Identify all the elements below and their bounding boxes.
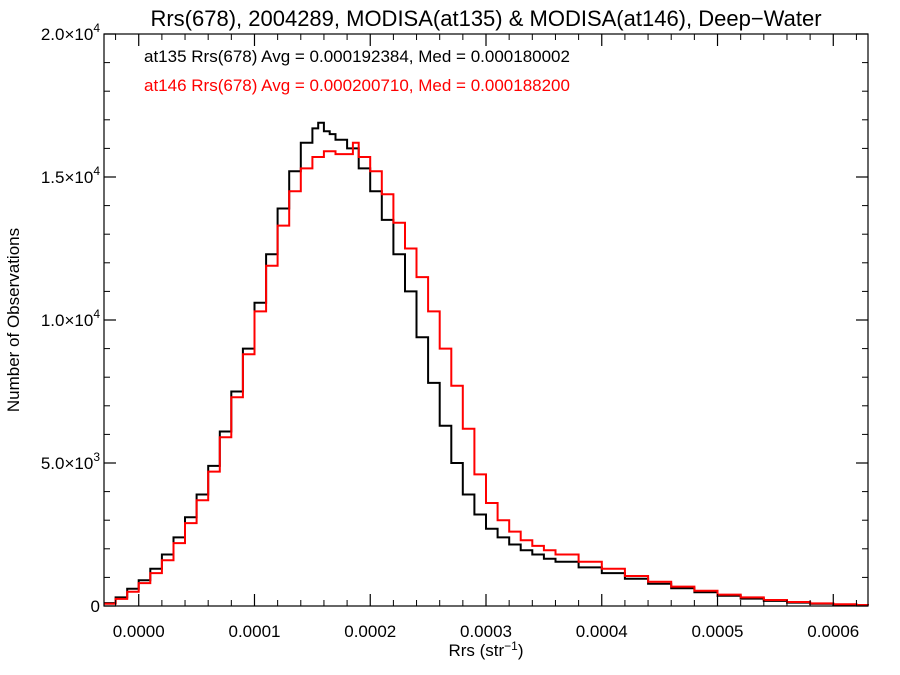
x-tick-label-4: 0.0004 (576, 622, 628, 641)
annotation-0: at135 Rrs(678) Avg = 0.000192384, Med = … (144, 47, 570, 66)
x-tick-label-0: 0.0000 (113, 622, 165, 641)
y-tick-label-1: 5.0×103 (41, 450, 100, 473)
y-tick-label-4: 2.0×104 (41, 21, 100, 44)
x-tick-label-6: 0.0006 (807, 622, 859, 641)
series-line-1 (104, 141, 869, 606)
x-axis-label-sup: −1 (504, 639, 518, 653)
x-tick-label-1: 0.0001 (228, 622, 280, 641)
series-line-0 (104, 121, 869, 607)
y-tick-label-0: 0 (91, 597, 100, 616)
x-axis-label-close: ) (518, 641, 524, 660)
x-ticks: 0.0000 0.0001 0.0002 0.0003 0.0004 0.0005 0.00… (113, 34, 859, 641)
x-tick-label-3: 0.0003 (460, 622, 512, 641)
annotation-group: at135 Rrs(678) Avg = 0.000192384, Med = … (144, 47, 570, 95)
chart-title: Rrs(678), 2004289, MODISA(at135) & MODIS… (150, 6, 821, 31)
x-tick-label-2: 0.0002 (344, 622, 396, 641)
x-tick-label-5: 0.0005 (692, 622, 744, 641)
y-tick-label-2: 1.0×104 (41, 307, 100, 330)
x-axis-label: Rrs (str−1) (448, 639, 523, 660)
y-axis-label: Number of Observations (4, 228, 23, 412)
y-ticks: 0 5.0×103 1.0×104 1.5×104 2.0×104 (41, 21, 868, 616)
x-axis-label-main: Rrs (str (448, 641, 504, 660)
annotation-1: at146 Rrs(678) Avg = 0.000200710, Med = … (144, 76, 570, 95)
y-tick-label-3: 1.5×104 (41, 164, 100, 187)
series-group (104, 121, 869, 607)
